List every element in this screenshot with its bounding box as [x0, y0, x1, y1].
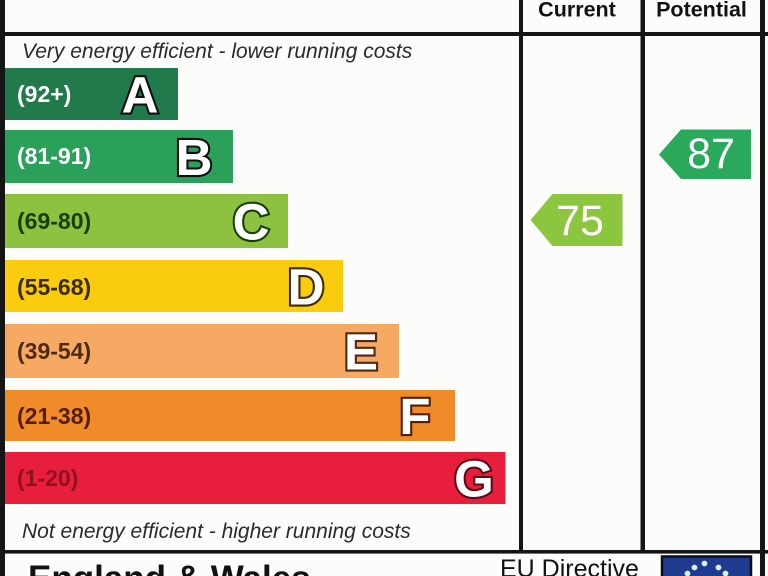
svg-text:F: F — [399, 388, 430, 445]
svg-text:Not energy efficient - higher: Not energy efficient - higher running co… — [22, 520, 411, 543]
svg-text:Current: Current — [538, 0, 616, 22]
svg-text:C: C — [233, 194, 270, 251]
svg-text:(21-38): (21-38) — [17, 403, 91, 429]
svg-text:England & Wales: England & Wales — [28, 559, 311, 576]
svg-text:(81-91): (81-91) — [17, 143, 91, 169]
svg-text:G: G — [454, 451, 494, 508]
svg-text:A: A — [122, 67, 159, 124]
svg-text:(1-20): (1-20) — [17, 465, 78, 491]
svg-text:Potential: Potential — [656, 0, 747, 22]
svg-text:87: 87 — [687, 130, 735, 178]
svg-text:EU Directive: EU Directive — [500, 555, 639, 576]
svg-text:Very energy efficient - lower: Very energy efficient - lower running co… — [22, 40, 413, 63]
svg-text:75: 75 — [556, 197, 604, 245]
svg-text:(92+): (92+) — [17, 81, 71, 107]
svg-text:E: E — [344, 324, 378, 381]
svg-text:(69-80): (69-80) — [17, 208, 91, 234]
svg-text:(55-68): (55-68) — [17, 274, 91, 300]
svg-text:(39-54): (39-54) — [17, 338, 91, 364]
svg-text:D: D — [288, 259, 325, 316]
svg-text:B: B — [176, 129, 213, 186]
